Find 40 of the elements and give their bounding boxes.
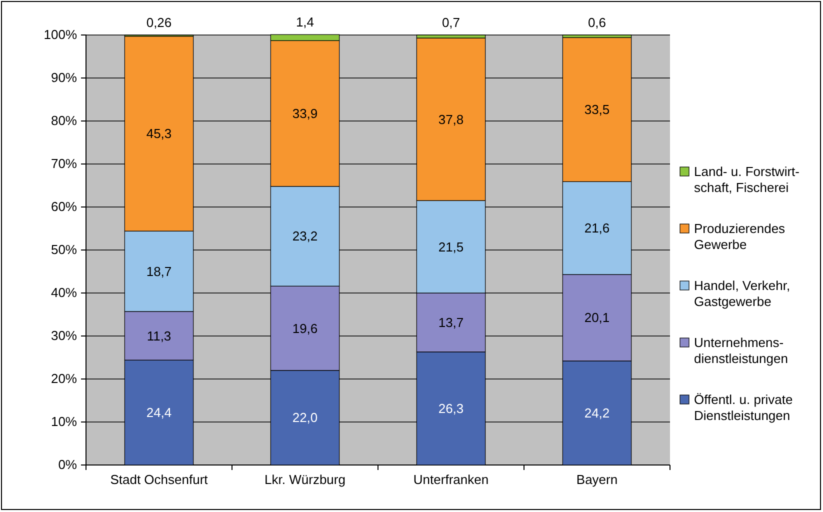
- y-tick-label: 0%: [58, 457, 78, 472]
- data-label: 18,7: [146, 264, 172, 279]
- data-label: 26,3: [438, 400, 464, 416]
- y-tick-label: 20%: [50, 371, 78, 386]
- legend-label: Handel, Verkehr, Gastgewerbe: [694, 278, 790, 309]
- legend-label: Produzierendes Gewerbe: [694, 221, 786, 252]
- data-label: 21,5: [438, 239, 464, 254]
- data-label: 33,9: [292, 106, 318, 121]
- data-label: 0,6: [588, 15, 606, 30]
- y-tick-label: 100%: [44, 27, 78, 42]
- data-label: 1,4: [296, 14, 314, 30]
- y-tick-label: 30%: [50, 328, 78, 344]
- data-label: 22,0: [292, 410, 318, 426]
- y-tick-label: 70%: [50, 156, 78, 172]
- y-tick-label: 80%: [50, 113, 78, 128]
- data-label: 23,2: [292, 228, 318, 244]
- data-label: 0,7: [442, 15, 460, 30]
- data-label: 37,8: [438, 112, 464, 127]
- legend-label: Land- u. Forstwirt-schaft, Fischerei: [694, 164, 800, 195]
- x-tick-label: Stadt Ochsenfurt: [110, 472, 208, 488]
- x-tick-label: Lkr. Würzburg: [264, 472, 346, 488]
- data-label: 24,4: [146, 405, 172, 420]
- data-label: 21,6: [584, 220, 610, 236]
- data-label: 24,2: [584, 405, 610, 420]
- data-label: 11,3: [146, 328, 172, 344]
- data-label: 19,6: [292, 320, 318, 336]
- data-label: 33,5: [584, 102, 610, 118]
- data-label: 20,1: [584, 310, 610, 326]
- data-label: 0,26: [146, 15, 172, 30]
- x-tick-label: Unterfranken: [413, 472, 489, 488]
- legend-label: Öffentl. u. private Dienstleistungen: [694, 392, 793, 423]
- legend-label: Unternehmens-dienstleistungen: [694, 335, 788, 366]
- x-tick-label: Bayern: [576, 472, 618, 488]
- data-label: 13,7: [438, 314, 464, 330]
- y-tick-label: 60%: [50, 199, 78, 214]
- y-tick-label: 50%: [50, 242, 78, 258]
- data-label: 45,3: [146, 126, 172, 142]
- y-tick-label: 90%: [50, 70, 78, 86]
- y-tick-label: 10%: [50, 414, 78, 430]
- y-tick-label: 40%: [50, 285, 78, 300]
